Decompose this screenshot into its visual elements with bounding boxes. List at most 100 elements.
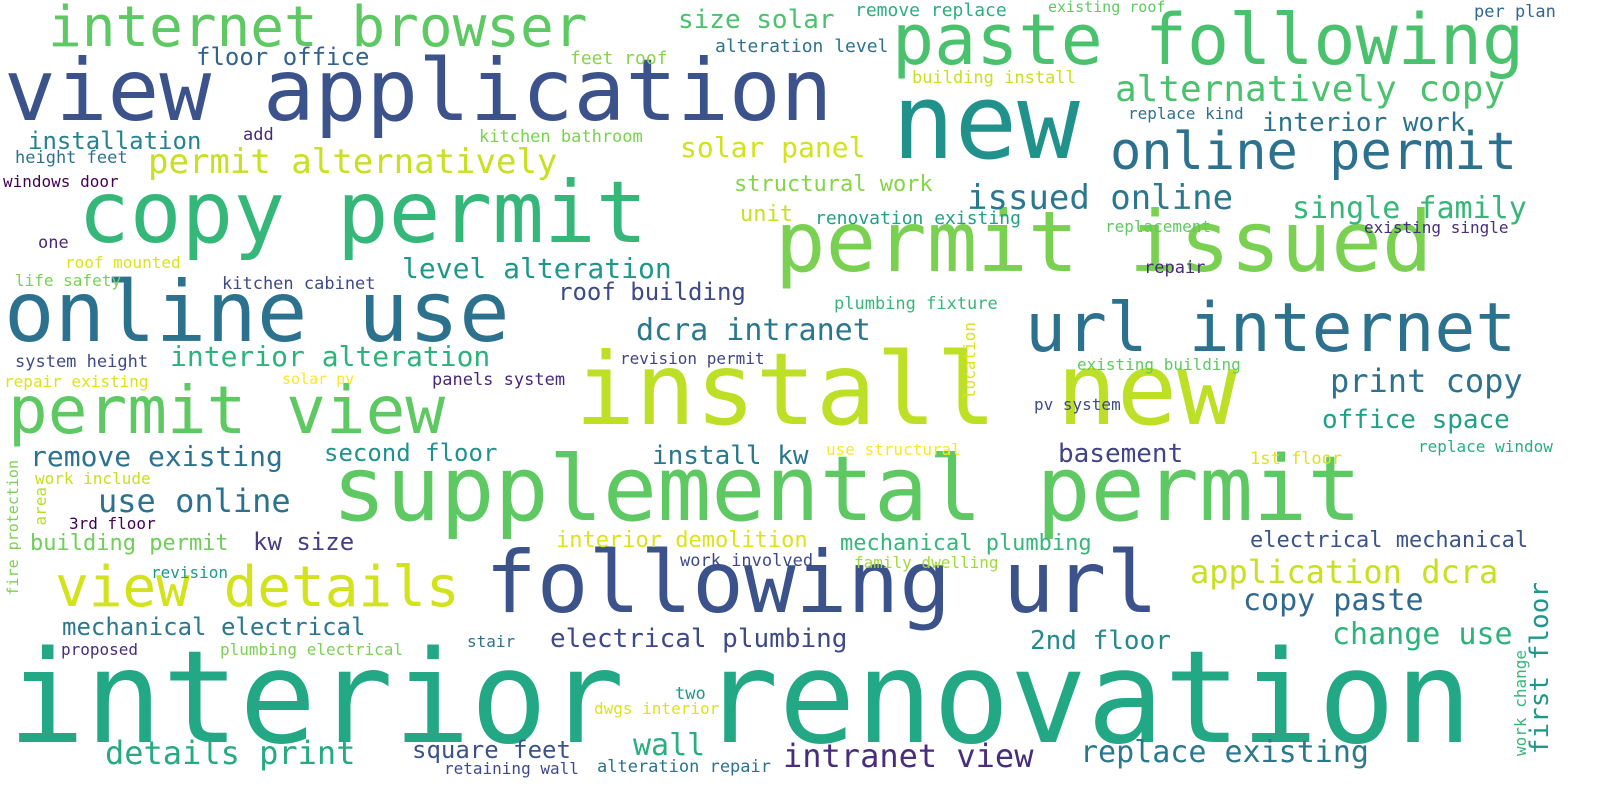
word-permit-view: permit view — [8, 372, 446, 449]
word-kitchen-cabinet: kitchen cabinet — [222, 274, 376, 294]
word-office-space: office space — [1322, 405, 1510, 435]
word-print-copy: print copy — [1330, 362, 1523, 400]
word-work-involved: work involved — [680, 551, 814, 571]
word-alteration-repair: alteration repair — [597, 757, 771, 777]
word-change-use: change use — [1332, 617, 1513, 652]
word-single-family: single family — [1292, 191, 1527, 226]
word-building-permit: building permit — [30, 531, 229, 556]
word-fire-protection: fire protection — [4, 460, 22, 596]
word-copy-permit: copy permit — [78, 163, 648, 263]
word-unit: unit — [740, 202, 793, 227]
word-windows-door: windows door — [3, 172, 119, 191]
word-details-print: details print — [105, 734, 356, 772]
word-electrical-plumbing: electrical plumbing — [550, 624, 848, 654]
word-plumbing-electrical: plumbing electrical — [220, 640, 404, 659]
word-structural-work: structural work — [734, 172, 933, 197]
word-permit-alternatively: permit alternatively — [148, 142, 558, 182]
word-installation: installation — [28, 127, 202, 155]
word-2nd-floor: 2nd floor — [1030, 626, 1171, 656]
word-level-alteration: level alteration — [402, 252, 672, 285]
word-replace-kind: replace kind — [1128, 104, 1244, 123]
word-3rd-floor: 3rd floor — [69, 514, 156, 533]
word-add: add — [243, 125, 274, 145]
word-roof-mounted: roof mounted — [65, 253, 181, 272]
word-second-floor: second floor — [324, 439, 498, 467]
word-life-safety: life safety — [15, 271, 121, 290]
word-system-height: system height — [15, 352, 149, 372]
word-alteration-level: alteration level — [715, 36, 889, 57]
word-replacement: replacement — [1105, 217, 1211, 236]
word-first-floor: first floor — [1525, 582, 1555, 755]
word-one: one — [38, 233, 69, 253]
word-retaining-wall: retaining wall — [444, 759, 579, 778]
word-existing-single: existing single — [1364, 218, 1509, 237]
word-permit-issued: permit issued — [775, 193, 1433, 291]
word-revision-permit: revision permit — [620, 349, 765, 368]
word-replace-window: replace window — [1418, 437, 1553, 456]
word-dcra-intranet: dcra intranet — [636, 313, 871, 348]
word-1st-floor: 1st floor — [1250, 449, 1343, 469]
word-panels-system: panels system — [432, 370, 566, 390]
word-dwgs-interior: dwgs interior — [594, 699, 720, 718]
word-online-permit: online permit — [1110, 122, 1517, 182]
word-supplemental-permit: supplemental permit — [332, 437, 1362, 542]
word-renovation-existing: renovation existing — [815, 208, 1021, 229]
word-feet-roof: feet roof — [570, 48, 668, 69]
word-remove-replace: remove replace — [855, 0, 1007, 21]
word-mechanical-electrical: mechanical electrical — [62, 613, 366, 641]
word-square-feet: square feet — [412, 736, 571, 764]
word-internet-browser: internet browser — [48, 0, 588, 60]
word-copy-paste: copy paste — [1243, 583, 1424, 618]
word-intranet-view: intranet view — [783, 737, 1034, 775]
word-two: two — [675, 684, 706, 704]
word-issued-online: issued online — [967, 178, 1234, 218]
word-basement: basement — [1058, 439, 1184, 469]
word-new: new — [892, 61, 1080, 183]
word-per-plan: per plan — [1474, 2, 1556, 22]
word-pv-system: pv system — [1034, 395, 1121, 414]
word-online-use: online use — [4, 263, 510, 361]
word-stair: stair — [467, 632, 516, 651]
word-revision: revision — [151, 563, 229, 582]
word-building-install: building install — [912, 68, 1076, 88]
word-install-new: install new — [575, 331, 1238, 448]
word-paste-following: paste following — [892, 0, 1525, 81]
word-plumbing-fixture: plumbing fixture — [834, 294, 998, 314]
word-repair: repair — [1144, 258, 1206, 278]
word-interior-alteration: interior alteration — [170, 340, 491, 373]
word-location: location — [960, 322, 979, 400]
word-roof-building: roof building — [558, 278, 746, 306]
word-kitchen-bathroom: kitchen bathroom — [479, 127, 643, 147]
word-kw-size: kw size — [253, 528, 355, 556]
word-wall: wall — [633, 728, 706, 763]
word-view-details: view details — [55, 555, 460, 620]
word-view-application: view application — [4, 41, 833, 141]
word-url-internet: url internet — [1025, 289, 1517, 368]
word-solar-panel: solar panel — [680, 131, 866, 164]
word-floor-office: floor office — [196, 43, 370, 71]
word-proposed: proposed — [61, 640, 139, 659]
word-work-change: work change — [1511, 650, 1530, 756]
word-install-kw: install kw — [652, 441, 809, 471]
word-size-solar: size solar — [678, 5, 835, 35]
word-remove-existing: remove existing — [30, 440, 283, 473]
word-height-feet: height feet — [15, 148, 128, 168]
word-family-dwelling: family dwelling — [854, 553, 999, 572]
word-alternatively-copy: alternatively copy — [1115, 69, 1506, 110]
word-existing-building: existing building — [1077, 355, 1241, 374]
word-mechanical-plumbing: mechanical plumbing — [840, 531, 1092, 556]
word-repair-existing: repair existing — [4, 372, 149, 391]
word-interior-demolition: interior demolition — [556, 528, 808, 553]
word-use-structural: use structural — [826, 440, 961, 459]
word-interior-renovation: interior renovation — [8, 624, 1473, 773]
word-application-dcra: application dcra — [1190, 553, 1499, 591]
word-area: area — [31, 487, 50, 526]
word-existing-roof: existing roof — [1048, 0, 1166, 16]
word-work-include: work include — [35, 469, 151, 488]
word-replace-existing: replace existing — [1080, 735, 1369, 770]
word-electrical-mechanical: electrical mechanical — [1250, 528, 1529, 553]
word-interior-work: interior work — [1262, 108, 1466, 138]
word-solar-pv: solar pv — [282, 370, 355, 388]
word-use-online: use online — [98, 482, 291, 520]
